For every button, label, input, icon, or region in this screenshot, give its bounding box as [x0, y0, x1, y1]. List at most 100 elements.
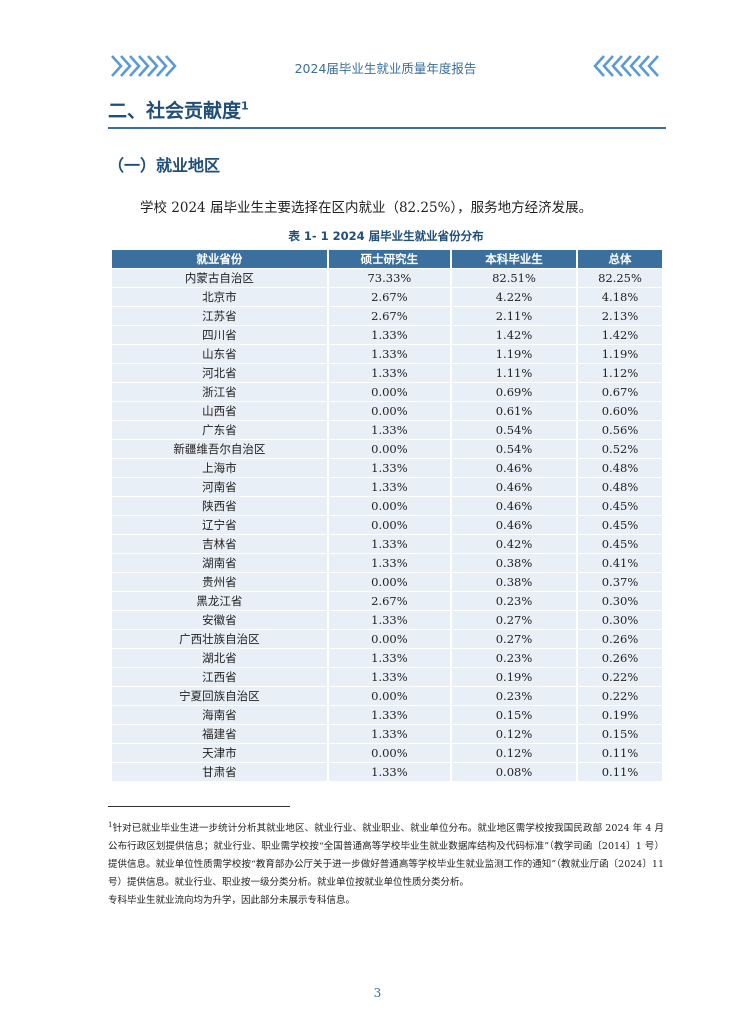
column-header-province: 就业省份 — [112, 250, 327, 268]
cell-undergrad: 0.46% — [452, 516, 576, 534]
table-row: 上海市 1.33% 0.46% 0.48% — [112, 459, 662, 477]
table-row: 天津市 0.00% 0.12% 0.11% — [112, 744, 662, 762]
table-row: 山西省 0.00% 0.61% 0.60% — [112, 402, 662, 420]
cell-total: 0.52% — [577, 440, 662, 458]
table-row: 宁夏回族自治区 0.00% 0.23% 0.22% — [112, 687, 662, 705]
cell-undergrad: 0.12% — [452, 744, 576, 762]
cell-total: 0.30% — [577, 592, 662, 610]
cell-total: 0.19% — [577, 706, 662, 724]
subsection-heading: （一）就业地区 — [108, 156, 221, 175]
table-header-row: 就业省份 硕士研究生 本科毕业生 总体 — [112, 250, 662, 268]
cell-total: 0.26% — [577, 649, 662, 667]
cell-undergrad: 0.23% — [452, 592, 576, 610]
cell-undergrad: 0.69% — [452, 383, 576, 401]
table-row: 四川省 1.33% 1.42% 1.42% — [112, 326, 662, 344]
cell-total: 0.45% — [577, 516, 662, 534]
cell-undergrad: 0.23% — [452, 687, 576, 705]
cell-master: 1.33% — [328, 611, 450, 629]
cell-total: 0.67% — [577, 383, 662, 401]
footnote-note: 专科毕业生就业流向均为升学，因此部分未展示专科信息。 — [108, 895, 356, 907]
table-caption: 表 1- 1 2024 届毕业生就业省份分布 — [288, 229, 484, 243]
cell-total: 0.45% — [577, 535, 662, 553]
cell-master: 1.33% — [328, 421, 450, 439]
column-header-total: 总体 — [577, 250, 662, 268]
table-row: 贵州省 0.00% 0.38% 0.37% — [112, 573, 662, 591]
cell-province: 浙江省 — [112, 383, 327, 401]
footnote-divider — [108, 806, 290, 807]
cell-province: 北京市 — [112, 288, 327, 306]
cell-undergrad: 0.46% — [452, 478, 576, 496]
cell-master: 1.33% — [328, 725, 450, 743]
cell-total: 0.48% — [577, 459, 662, 477]
table-row: 内蒙古自治区 73.33% 82.51% 82.25% — [112, 269, 662, 287]
cell-province: 海南省 — [112, 706, 327, 724]
table-row: 辽宁省 0.00% 0.46% 0.45% — [112, 516, 662, 534]
cell-undergrad: 0.46% — [452, 459, 576, 477]
cell-province: 四川省 — [112, 326, 327, 344]
cell-province: 江苏省 — [112, 307, 327, 325]
table-row: 甘肃省 1.33% 0.08% 0.11% — [112, 763, 662, 781]
cell-undergrad: 0.38% — [452, 573, 576, 591]
cell-undergrad: 0.15% — [452, 706, 576, 724]
table-row: 江苏省 2.67% 2.11% 2.13% — [112, 307, 662, 325]
cell-undergrad: 1.42% — [452, 326, 576, 344]
cell-master: 0.00% — [328, 630, 450, 648]
section-divider — [108, 127, 666, 129]
cell-undergrad: 0.08% — [452, 763, 576, 781]
cell-province: 上海市 — [112, 459, 327, 477]
table-row: 安徽省 1.33% 0.27% 0.30% — [112, 611, 662, 629]
cell-undergrad: 0.46% — [452, 497, 576, 515]
table-row: 新疆维吾尔自治区 0.00% 0.54% 0.52% — [112, 440, 662, 458]
cell-master: 0.00% — [328, 402, 450, 420]
footnote-marker: 1 — [108, 821, 113, 829]
cell-province: 河南省 — [112, 478, 327, 496]
cell-undergrad: 0.54% — [452, 440, 576, 458]
cell-master: 0.00% — [328, 573, 450, 591]
footnote-reference: 1 — [241, 99, 249, 113]
cell-master: 1.33% — [328, 459, 450, 477]
cell-total: 0.26% — [577, 630, 662, 648]
cell-undergrad: 82.51% — [452, 269, 576, 287]
cell-undergrad: 0.42% — [452, 535, 576, 553]
footnote-text: 针对已就业毕业生进一步统计分析其就业地区、就业行业、就业职业、就业单位分布。就业… — [108, 823, 664, 889]
cell-undergrad: 0.27% — [452, 611, 576, 629]
cell-undergrad: 0.38% — [452, 554, 576, 572]
cell-master: 0.00% — [328, 687, 450, 705]
table-row: 江西省 1.33% 0.19% 0.22% — [112, 668, 662, 686]
cell-province: 吉林省 — [112, 535, 327, 553]
table-row: 吉林省 1.33% 0.42% 0.45% — [112, 535, 662, 553]
cell-master: 73.33% — [328, 269, 450, 287]
cell-total: 0.30% — [577, 611, 662, 629]
footnote: 1针对已就业毕业生进一步统计分析其就业地区、就业行业、就业职业、就业单位分布。就… — [108, 816, 664, 910]
cell-master: 0.00% — [328, 440, 450, 458]
table-row: 福建省 1.33% 0.12% 0.15% — [112, 725, 662, 743]
cell-master: 0.00% — [328, 497, 450, 515]
table-row: 山东省 1.33% 1.19% 1.19% — [112, 345, 662, 363]
cell-total: 1.19% — [577, 345, 662, 363]
cell-total: 4.18% — [577, 288, 662, 306]
table-body: 内蒙古自治区 73.33% 82.51% 82.25% 北京市 2.67% 4.22% 4.1… — [112, 269, 662, 781]
table-row: 黑龙江省 2.67% 0.23% 0.30% — [112, 592, 662, 610]
cell-total: 0.45% — [577, 497, 662, 515]
cell-province: 湖北省 — [112, 649, 327, 667]
chevron-decoration-right-icon — [593, 55, 659, 77]
cell-undergrad: 4.22% — [452, 288, 576, 306]
table-row: 海南省 1.33% 0.15% 0.19% — [112, 706, 662, 724]
cell-total: 0.15% — [577, 725, 662, 743]
cell-master: 1.33% — [328, 535, 450, 553]
province-distribution-table: 就业省份 硕士研究生 本科毕业生 总体 内蒙古自治区 73.33% 82.51% 82… — [110, 249, 664, 782]
section-heading: 二、社会贡献度1 — [108, 96, 249, 123]
report-title: 2024届毕业生就业质量年度报告 — [294, 61, 477, 76]
cell-total: 0.11% — [577, 744, 662, 762]
cell-master: 1.33% — [328, 554, 450, 572]
cell-total: 0.56% — [577, 421, 662, 439]
cell-master: 1.33% — [328, 668, 450, 686]
cell-total: 1.42% — [577, 326, 662, 344]
cell-master: 1.33% — [328, 364, 450, 382]
footnote-paragraph: 1针对已就业毕业生进一步统计分析其就业地区、就业行业、就业职业、就业单位分布。就… — [108, 816, 664, 892]
column-header-master: 硕士研究生 — [328, 250, 450, 268]
page-header: 2024届毕业生就业质量年度报告 — [108, 50, 663, 86]
cell-province: 河北省 — [112, 364, 327, 382]
cell-province: 陕西省 — [112, 497, 327, 515]
cell-master: 1.33% — [328, 706, 450, 724]
